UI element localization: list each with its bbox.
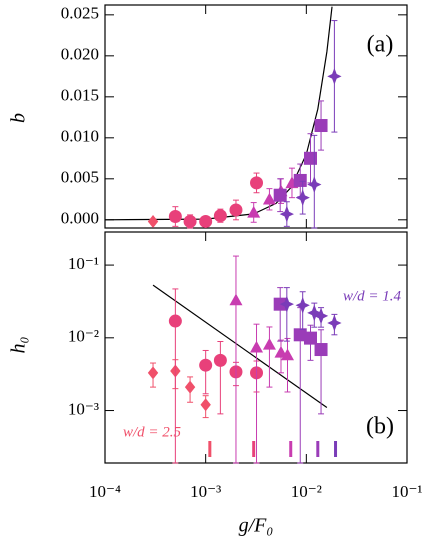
point [304, 151, 318, 165]
point [147, 366, 159, 380]
point [213, 209, 227, 223]
point [307, 176, 322, 193]
point [184, 380, 196, 394]
annotation: w/d = 1.4 [343, 288, 402, 304]
point [313, 307, 329, 325]
point [293, 173, 307, 187]
point [327, 67, 342, 85]
point [280, 348, 294, 361]
panel-label: (b) [366, 414, 394, 440]
point [262, 192, 276, 205]
panel-label: (a) [367, 32, 394, 58]
y-tick-label: 0.005 [61, 168, 99, 187]
point [250, 176, 264, 190]
point [262, 337, 276, 350]
point [327, 314, 342, 332]
point [168, 314, 182, 328]
y-axis-label: b [8, 113, 30, 123]
panel-a-frame [104, 4, 408, 229]
point [247, 205, 261, 218]
y-tick-label: 0.015 [61, 86, 99, 105]
x-tick-label: 10⁻³ [190, 482, 221, 501]
point [168, 210, 182, 224]
point [295, 296, 310, 314]
point [147, 214, 159, 228]
point [229, 293, 243, 306]
annotation: w/d = 2.5 [123, 424, 182, 440]
point [229, 203, 243, 217]
point [279, 205, 294, 223]
y-tick-label: 10⁻² [68, 327, 99, 346]
y-tick-label: 10⁻¹ [68, 254, 99, 273]
point [199, 358, 213, 372]
point [250, 340, 264, 353]
point [293, 328, 307, 342]
point [314, 343, 328, 357]
y-tick-label: 0.020 [61, 45, 99, 64]
point [314, 119, 328, 133]
y-tick-label: 0.000 [61, 209, 99, 228]
x-axis-label: g/F₀ [239, 515, 274, 537]
y-tick-label: 10⁻³ [68, 399, 99, 418]
x-tick-label: 10⁻² [291, 482, 322, 501]
y-tick-label: 0.010 [61, 127, 99, 146]
point [199, 214, 213, 228]
y-tick-label: 0.025 [61, 4, 99, 23]
x-tick-label: 10⁻⁴ [89, 482, 121, 501]
point [304, 331, 318, 345]
x-tick-label: 10⁻¹ [391, 482, 422, 501]
point [307, 304, 322, 322]
point [213, 353, 227, 367]
point [200, 398, 211, 412]
point [183, 214, 197, 228]
fit-line [152, 284, 328, 409]
point [273, 188, 287, 202]
y-axis-label: h₀ [8, 336, 30, 353]
point [279, 295, 294, 313]
point [295, 189, 310, 207]
